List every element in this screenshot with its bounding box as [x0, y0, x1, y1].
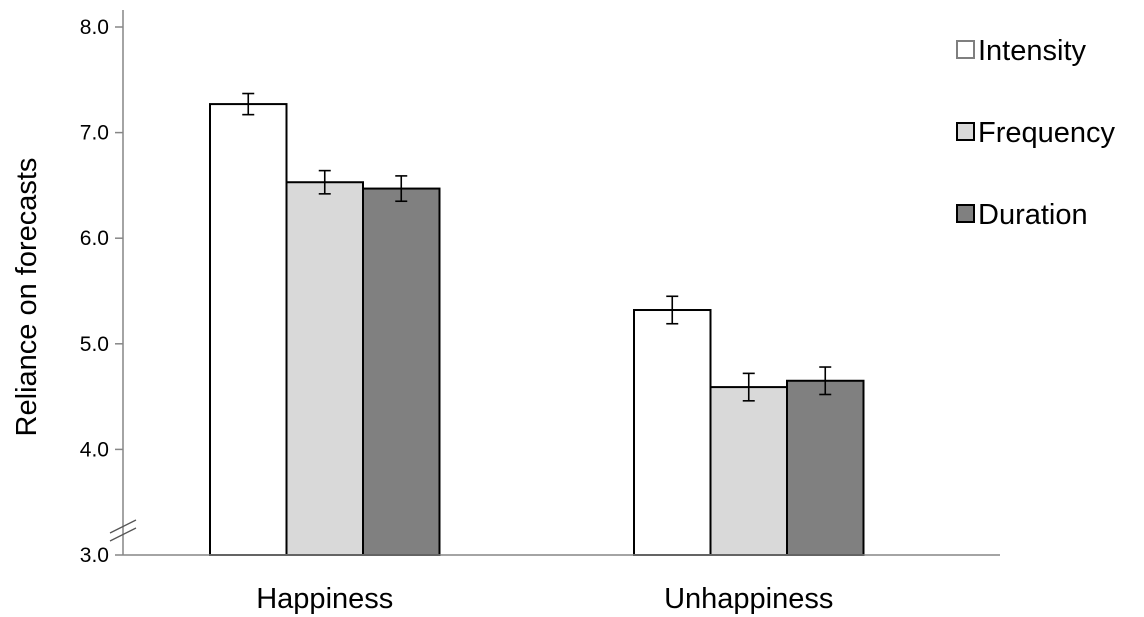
axis-break-mark — [109, 519, 137, 542]
y-tick-label: 6.0 — [80, 227, 109, 250]
axes — [109, 10, 1000, 556]
bar-intensity-happiness — [209, 103, 288, 556]
category-labels: Happiness Unhappiness — [256, 583, 833, 615]
bars — [209, 103, 865, 557]
bar-frequency-unhappiness — [709, 386, 788, 557]
legend-swatch — [956, 204, 975, 223]
y-tick-label: 5.0 — [80, 333, 109, 356]
y-tick-label: 3.0 — [80, 544, 109, 567]
legend-item-duration: Duration — [956, 199, 1088, 231]
y-tick-label: 8.0 — [80, 16, 109, 39]
legend-swatch — [956, 122, 975, 141]
y-tick-label: 4.0 — [80, 438, 109, 461]
category-label-unhappiness: Unhappiness — [664, 583, 833, 615]
bar-frequency-happiness — [285, 181, 364, 556]
error-bar-frequency-happiness — [318, 169, 331, 195]
error-bars — [242, 92, 832, 402]
legend-item-intensity: Intensity — [956, 35, 1086, 67]
bar-duration-happiness — [362, 187, 441, 556]
error-bar-intensity-unhappiness — [666, 295, 679, 325]
error-bar-duration-unhappiness — [819, 366, 832, 396]
error-bar-frequency-unhappiness — [742, 372, 755, 402]
legend-item-frequency: Frequency — [956, 117, 1116, 149]
error-bar-duration-happiness — [395, 175, 408, 203]
category-label-happiness: Happiness — [256, 583, 393, 615]
legend-label: Frequency — [978, 117, 1116, 149]
bar-duration-unhappiness — [786, 379, 865, 557]
legend-label: Duration — [978, 199, 1088, 231]
legend: Intensity Frequency Duration — [956, 35, 1116, 231]
y-axis-title: Reliance on forecasts — [11, 158, 43, 437]
legend-swatch — [956, 40, 975, 59]
y-axis-ticks: 3.0 4.0 5.0 6.0 7.0 8.0 — [80, 16, 123, 567]
legend-label: Intensity — [978, 35, 1086, 67]
error-bar-intensity-happiness — [242, 92, 255, 116]
y-tick-label: 7.0 — [80, 122, 109, 145]
bar-intensity-unhappiness — [633, 309, 712, 556]
